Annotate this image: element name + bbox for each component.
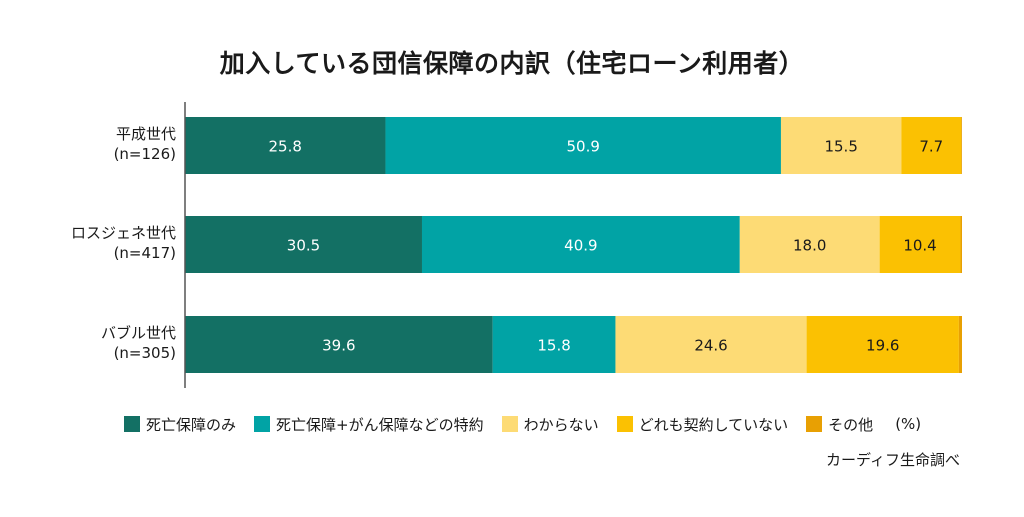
bar-value-label: 40.9 (564, 237, 597, 255)
legend-item: その他 (806, 414, 873, 435)
bar-value-label: 30.5 (287, 237, 320, 255)
category-label: バブル世代 (101, 324, 176, 342)
bar-value-label: 10.4 (903, 237, 936, 255)
legend-item: わからない (501, 414, 599, 435)
bar-value-label: 39.6 (322, 337, 355, 355)
category-n-label: (n=305) (114, 344, 176, 362)
legend-label: どれも契約していない (638, 415, 789, 434)
bar-segment (961, 117, 962, 174)
bar-segment (806, 316, 959, 373)
bar-segment (615, 316, 807, 373)
bar-segment (185, 117, 386, 174)
legend-items: 死亡保障のみ 死亡保障+がん保障などの特約 わからない どれも契約していない その他 (124, 414, 891, 435)
bar-segment (901, 117, 962, 174)
bar-segment (958, 316, 962, 373)
legend-item: 死亡保障+がん保障などの特約 (254, 414, 484, 435)
legend-swatch (501, 416, 518, 432)
bar-value-label: 50.9 (567, 138, 600, 156)
legend: 死亡保障のみ 死亡保障+がん保障などの特約 わからない どれも契約していない その他 (… (124, 412, 921, 436)
category-label: 平成世代 (116, 125, 176, 143)
bar-value-label: 15.5 (824, 138, 857, 156)
legend-swatch (124, 416, 140, 432)
bar-segment (879, 216, 961, 273)
legend-item: 死亡保障のみ (124, 414, 236, 435)
bar-segment (780, 117, 902, 174)
bar-value-label: 25.8 (269, 138, 302, 156)
legend-swatch (806, 416, 823, 432)
source-note: カーディフ生命調べ (826, 451, 960, 469)
category-label: ロスジェネ世代 (71, 224, 176, 242)
category-n-label: (n=417) (114, 244, 176, 262)
bar-segment (385, 117, 781, 174)
bar-segment (960, 216, 962, 273)
bar-value-label: 7.7 (919, 138, 943, 156)
chart-title: 加入している団信保障の内訳（住宅ローン利用者） (219, 49, 805, 78)
bar-segment (492, 316, 616, 373)
bar-value-label: 24.6 (694, 337, 727, 355)
bar-segment (421, 216, 740, 273)
bar-segment (185, 216, 422, 273)
unit-label: (%) (895, 415, 922, 433)
legend-label: 死亡保障のみ (146, 415, 237, 434)
bar-value-label: 15.8 (537, 337, 570, 355)
bar-segment (739, 216, 880, 273)
category-n-label: (n=126) (114, 145, 176, 163)
legend-swatch (254, 416, 271, 432)
legend-swatch (616, 416, 633, 432)
legend-label: 死亡保障+がん保障などの特約 (276, 415, 484, 434)
legend-item: どれも契約していない (616, 414, 789, 435)
bar-segment (185, 316, 493, 373)
stacked-bar-chart: 平成世代 (n=126) 25.8 50.9 15.5 7.7 ロスジェネ世代 (n=417)… (71, 102, 962, 388)
bar-value-label: 19.6 (866, 337, 899, 355)
bar-value-label: 18.0 (793, 237, 826, 255)
legend-label: その他 (828, 415, 874, 434)
legend-label: わからない (523, 415, 599, 434)
